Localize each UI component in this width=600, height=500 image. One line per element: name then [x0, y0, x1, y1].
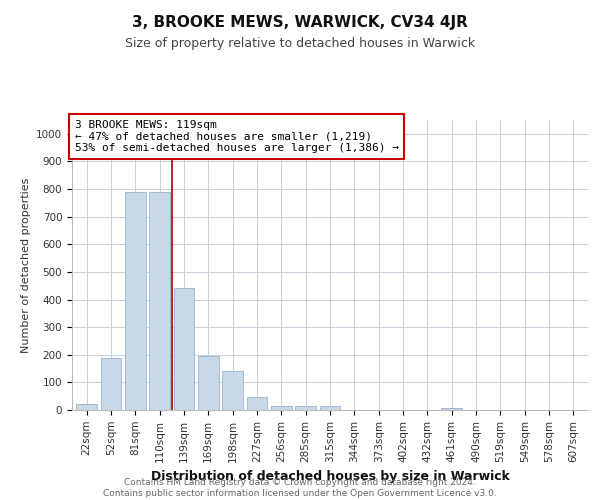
Bar	[173, 288, 194, 410]
Bar	[149, 192, 170, 410]
Bar	[295, 406, 316, 410]
Bar	[222, 370, 243, 410]
Bar	[320, 406, 340, 410]
Text: 3 BROOKE MEWS: 119sqm
← 47% of detached houses are smaller (1,219)
53% of semi-d: 3 BROOKE MEWS: 119sqm ← 47% of detached …	[74, 120, 398, 153]
Bar	[198, 356, 218, 410]
X-axis label: Distribution of detached houses by size in Warwick: Distribution of detached houses by size …	[151, 470, 509, 483]
Bar	[247, 396, 268, 410]
Bar	[101, 358, 121, 410]
Bar	[76, 404, 97, 410]
Y-axis label: Number of detached properties: Number of detached properties	[20, 178, 31, 352]
Text: Size of property relative to detached houses in Warwick: Size of property relative to detached ho…	[125, 38, 475, 51]
Bar	[271, 406, 292, 410]
Text: 3, BROOKE MEWS, WARWICK, CV34 4JR: 3, BROOKE MEWS, WARWICK, CV34 4JR	[132, 15, 468, 30]
Bar	[125, 192, 146, 410]
Text: Contains HM Land Registry data © Crown copyright and database right 2024.
Contai: Contains HM Land Registry data © Crown c…	[103, 478, 497, 498]
Bar	[442, 408, 462, 410]
